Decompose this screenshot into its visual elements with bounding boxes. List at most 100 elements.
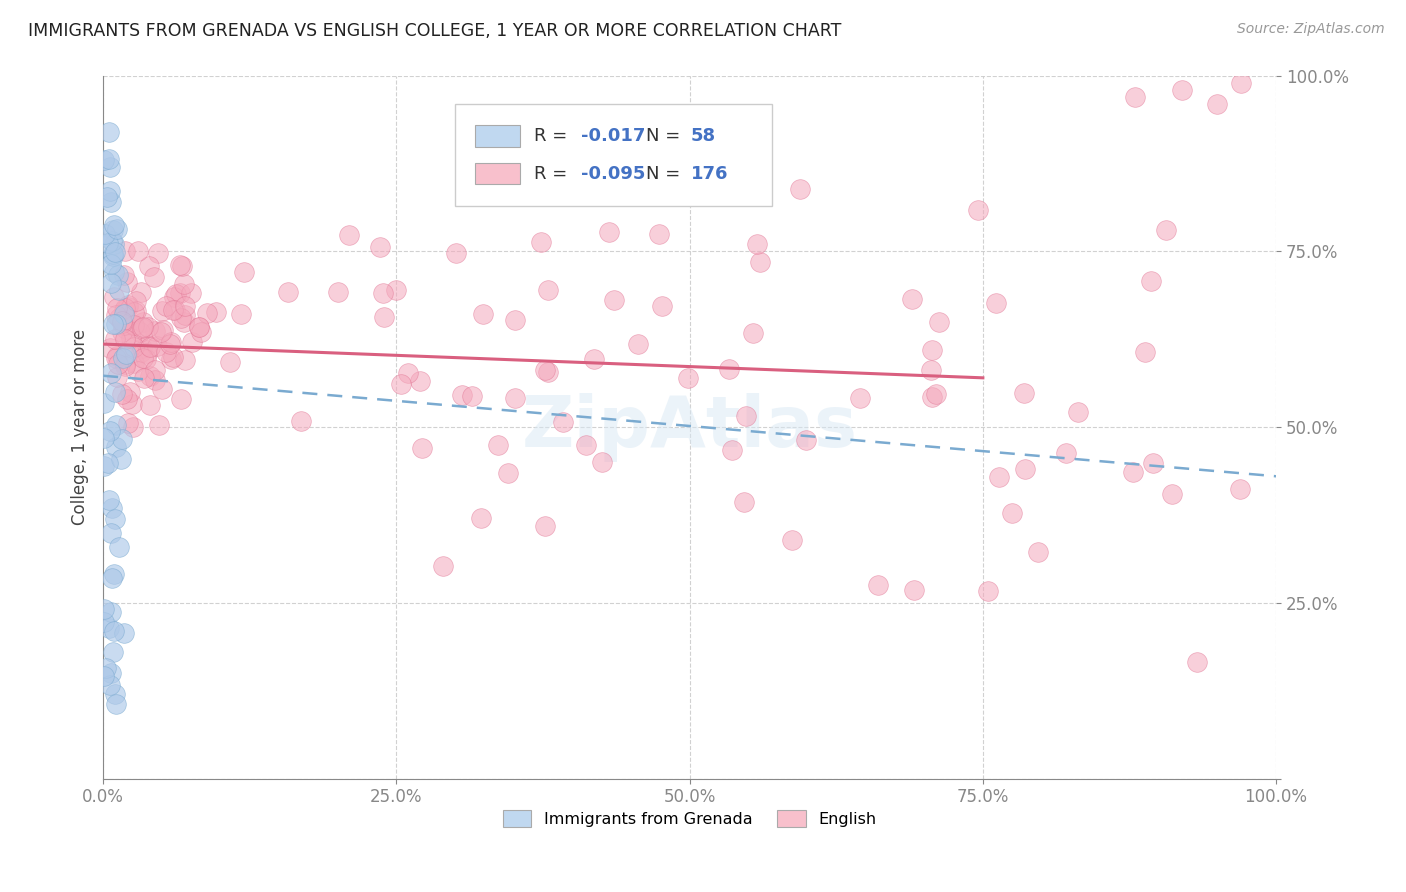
English	[105, 351, 128, 366]
English	[169, 258, 191, 272]
English	[733, 494, 755, 508]
English	[180, 334, 202, 349]
English	[326, 285, 349, 300]
English	[204, 305, 226, 319]
English	[866, 578, 889, 592]
English	[1123, 89, 1146, 103]
English	[174, 308, 197, 322]
English	[150, 303, 173, 318]
Immigrants from Grenada	[107, 268, 129, 283]
English	[1014, 461, 1036, 475]
English	[598, 226, 620, 240]
English	[467, 149, 489, 163]
English	[111, 316, 134, 330]
Immigrants from Grenada	[100, 525, 122, 540]
English	[551, 415, 574, 429]
English	[125, 303, 148, 318]
English	[789, 181, 811, 195]
English	[373, 285, 395, 300]
English	[721, 443, 744, 458]
English	[219, 355, 242, 369]
English	[136, 338, 159, 352]
Immigrants from Grenada	[104, 244, 127, 259]
English	[470, 511, 492, 525]
English	[575, 438, 598, 452]
Immigrants from Grenada	[93, 459, 115, 474]
English	[444, 246, 467, 260]
English	[461, 389, 484, 403]
English	[114, 303, 136, 318]
Immigrants from Grenada	[111, 351, 134, 366]
Immigrants from Grenada	[104, 697, 127, 711]
English	[114, 332, 136, 346]
Immigrants from Grenada	[100, 195, 122, 210]
Immigrants from Grenada	[96, 190, 118, 204]
English	[143, 373, 166, 387]
English	[117, 416, 139, 430]
English	[195, 306, 218, 320]
English	[129, 345, 152, 359]
Immigrants from Grenada	[100, 500, 122, 515]
English	[107, 357, 129, 371]
English	[114, 357, 136, 371]
English	[1142, 456, 1164, 470]
English	[132, 319, 155, 334]
English	[114, 301, 136, 316]
English	[471, 306, 494, 320]
English	[678, 371, 700, 385]
English	[105, 370, 128, 384]
English	[529, 235, 551, 249]
English	[115, 392, 138, 406]
Immigrants from Grenada	[103, 624, 125, 638]
English	[115, 322, 138, 336]
English	[122, 319, 145, 334]
Text: ZipAtlas: ZipAtlas	[522, 392, 858, 461]
English	[139, 369, 162, 384]
Legend: Immigrants from Grenada, English: Immigrants from Grenada, English	[496, 804, 883, 834]
English	[1028, 545, 1050, 559]
English	[190, 325, 212, 339]
English	[1229, 482, 1251, 496]
English	[105, 301, 128, 316]
English	[132, 351, 155, 365]
Immigrants from Grenada	[93, 669, 115, 683]
English	[124, 356, 146, 370]
English	[118, 384, 141, 399]
FancyBboxPatch shape	[456, 103, 772, 205]
English	[370, 240, 392, 254]
English	[920, 363, 942, 377]
English	[107, 311, 129, 326]
English	[1067, 405, 1090, 419]
English	[163, 290, 186, 304]
English	[505, 313, 527, 327]
Immigrants from Grenada	[103, 247, 125, 261]
English	[121, 397, 143, 411]
English	[127, 364, 149, 378]
English	[582, 351, 605, 366]
Immigrants from Grenada	[104, 512, 127, 526]
Immigrants from Grenada	[107, 222, 129, 236]
English	[103, 290, 125, 304]
English	[233, 265, 256, 279]
English	[925, 386, 948, 401]
English	[451, 388, 474, 402]
English	[136, 319, 159, 334]
English	[155, 344, 177, 359]
Immigrants from Grenada	[105, 417, 128, 432]
English	[120, 330, 142, 344]
English	[717, 362, 740, 376]
English	[486, 437, 509, 451]
English	[229, 307, 252, 321]
English	[734, 409, 756, 423]
English	[136, 346, 159, 360]
English	[277, 285, 299, 300]
Immigrants from Grenada	[100, 277, 122, 291]
English	[188, 319, 211, 334]
English	[976, 584, 998, 599]
English	[139, 399, 162, 413]
English	[685, 169, 707, 184]
English	[496, 466, 519, 480]
English	[162, 350, 184, 364]
English	[117, 300, 139, 314]
Immigrants from Grenada	[107, 540, 129, 554]
